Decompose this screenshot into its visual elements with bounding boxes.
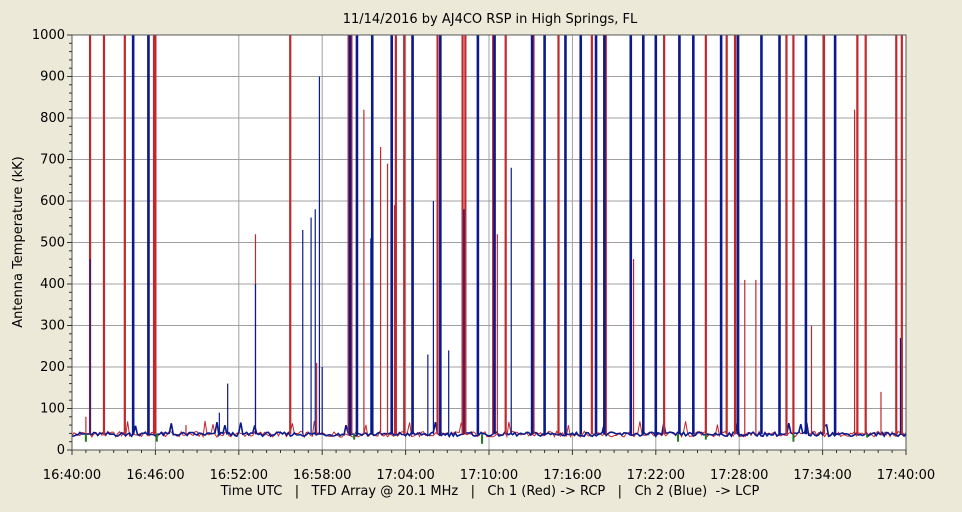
y-tick-label: 300 [40, 319, 65, 334]
series-layer [84, 35, 903, 444]
x-tick-label: 17:16:00 [543, 468, 601, 483]
ch2-noise-baseline [71, 421, 907, 438]
x-tick-label: 16:46:00 [126, 468, 184, 483]
y-tick-label: 0 [57, 443, 65, 458]
y-tick-label: 800 [40, 111, 65, 126]
x-axis-label: Time UTC | TFD Array @ 20.1 MHz | Ch 1 (… [220, 484, 760, 499]
x-tick-label: 17:28:00 [710, 468, 768, 483]
x-tick-label: 17:04:00 [376, 468, 434, 483]
axes: 0 100 200 300 400 500 600 700 800 900 1000 16:40:00… [32, 28, 935, 483]
chart-title: 11/14/2016 by AJ4CO RSP in High Springs,… [343, 12, 638, 27]
series-ch2_blue [89, 35, 902, 435]
x-tick-label: 17:34:00 [793, 468, 851, 483]
x-tick-label: 17:10:00 [460, 468, 518, 483]
y-tick-label: 1000 [32, 28, 65, 43]
series-green [84, 434, 869, 444]
y-axis-label: Antenna Temperature (kK) [11, 156, 26, 327]
x-tick-label: 17:40:00 [877, 468, 935, 483]
y-tick-label: 200 [40, 360, 65, 375]
y-tick-label: 500 [40, 236, 65, 251]
y-tick-label: 900 [40, 70, 65, 85]
x-tick-label: 16:52:00 [210, 468, 268, 483]
y-tick-label: 600 [40, 194, 65, 209]
x-tick-label: 17:22:00 [627, 468, 685, 483]
y-tick-label: 400 [40, 277, 65, 292]
y-tick-label: 700 [40, 153, 65, 168]
y-tick-label: 100 [40, 402, 65, 417]
x-tick-label: 16:58:00 [293, 468, 351, 483]
noise-baseline [71, 420, 907, 439]
series-ch1_red [85, 35, 903, 435]
x-tick-label: 16:40:00 [43, 468, 101, 483]
